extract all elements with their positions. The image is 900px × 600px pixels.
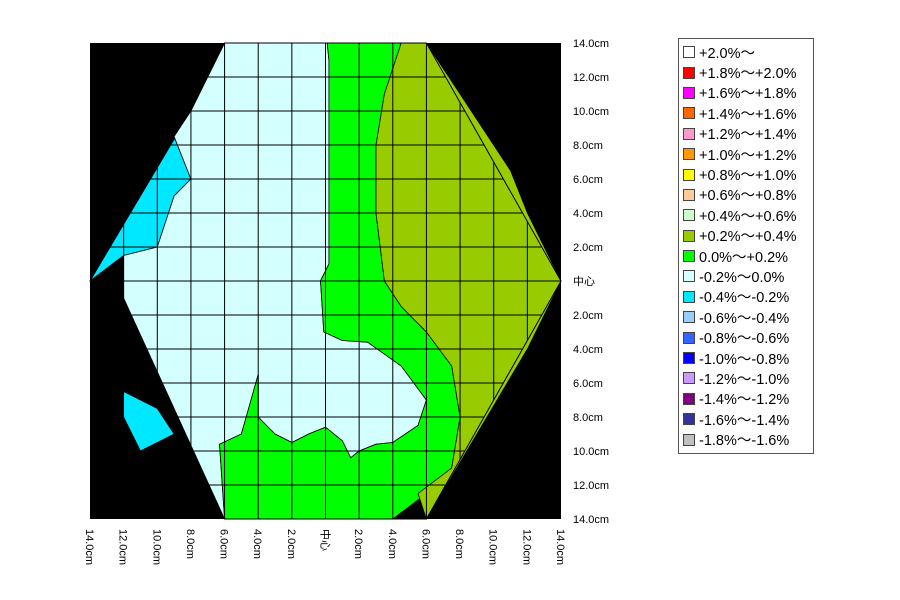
legend-item: +0.8%～+1.0% — [683, 164, 813, 184]
bottom-tick-label: 4.0cm — [386, 529, 398, 559]
legend-label: -0.4%～-0.2% — [699, 290, 790, 307]
legend-item: -1.2%～-1.0% — [683, 368, 813, 388]
legend-label: +1.8%～+2.0% — [699, 66, 797, 83]
bottom-tick-label: 8.0cm — [184, 529, 196, 559]
legend-label: +1.6%～+1.8% — [699, 86, 797, 103]
legend-label: 0.0%～+0.2% — [699, 249, 789, 266]
right-axis-tick-labels: 14.0cm 12.0cm 10.0cm 8.0cm 6.0cm 4.0cm 2.0cm 中心… — [573, 38, 609, 526]
legend-swatch — [683, 107, 695, 120]
right-tick-label: 6.0cm — [573, 174, 603, 186]
legend-item: +2.0%～ — [683, 42, 813, 62]
bottom-tick-label: 14.0cm — [83, 529, 95, 565]
right-tick-label: 6.0cm — [573, 378, 603, 390]
legend-swatch — [683, 188, 695, 201]
legend-swatch — [683, 270, 695, 283]
legend-item: +1.6%～+1.8% — [683, 83, 813, 103]
legend-item: +1.4%～+1.6% — [683, 103, 813, 123]
legend-item: -0.8%～-0.6% — [683, 327, 813, 347]
legend-item: -0.2%～0.0% — [683, 266, 813, 286]
legend-swatch — [683, 127, 695, 140]
contour-region-1 — [123, 349, 175, 452]
legend-label: -1.0%～-0.8% — [699, 351, 790, 368]
legend-swatch — [683, 250, 695, 263]
legend-swatch — [683, 86, 695, 99]
bottom-tick-label: 12.0cm — [520, 529, 532, 565]
legend-item: 0.0%～+0.2% — [683, 246, 813, 266]
bottom-tick-label: 4.0cm — [251, 529, 263, 559]
right-tick-label: 10.0cm — [573, 446, 609, 458]
legend-item: +1.2%～+1.4% — [683, 124, 813, 144]
legend-swatch — [683, 311, 695, 324]
right-tick-label: 12.0cm — [573, 480, 609, 492]
legend-label: +0.6%～+0.8% — [699, 188, 797, 205]
bottom-tick-label: 6.0cm — [419, 529, 431, 559]
bottom-tick-label: 10.0cm — [150, 529, 162, 565]
legend-swatch — [683, 433, 695, 446]
legend-swatch — [683, 392, 695, 405]
legend-item: +1.0%～+1.2% — [683, 144, 813, 164]
bottom-tick-label: 2.0cm — [352, 529, 364, 559]
legend-swatch — [683, 209, 695, 222]
legend-swatch — [683, 229, 695, 242]
legend-label: +1.4%～+1.6% — [699, 106, 797, 123]
legend-label: -1.2%～-1.0% — [699, 371, 790, 388]
legend-label: -1.8%～-1.6% — [699, 433, 790, 450]
right-tick-label: 2.0cm — [573, 310, 603, 322]
right-tick-label: 10.0cm — [573, 106, 609, 118]
right-tick-label: 8.0cm — [573, 140, 603, 152]
right-tick-label: 4.0cm — [573, 208, 603, 220]
legend-swatch — [683, 46, 695, 59]
legend-label: +2.0%～ — [699, 45, 756, 62]
legend-label: -0.8%～-0.6% — [699, 331, 790, 348]
bottom-tick-label: 2.0cm — [285, 529, 297, 559]
legend-item: -1.6%～-1.4% — [683, 409, 813, 429]
legend-item: -0.4%～-0.2% — [683, 287, 813, 307]
legend-item: +0.6%～+0.8% — [683, 185, 813, 205]
bottom-tick-label: 8.0cm — [453, 529, 465, 559]
bottom-tick-label: 14.0cm — [554, 529, 566, 565]
legend-label: -0.2%～0.0% — [699, 270, 785, 286]
legend-label: -0.6%～-0.4% — [699, 310, 790, 327]
right-tick-label: 12.0cm — [573, 72, 609, 84]
right-tick-label: 14.0cm — [573, 38, 609, 50]
legend-swatch — [683, 168, 695, 181]
legend-item: -1.8%～-1.6% — [683, 429, 813, 449]
legend-swatch — [683, 372, 695, 385]
legend-label: +1.2%～+1.4% — [699, 127, 797, 144]
sample-outline — [89, 42, 562, 520]
right-tick-label: 4.0cm — [573, 344, 603, 356]
right-tick-label: 中心 — [573, 275, 595, 288]
legend-label: +0.2%～+0.4% — [699, 229, 797, 246]
right-tick-label: 8.0cm — [573, 412, 603, 424]
legend-item: -0.6%～-0.4% — [683, 307, 813, 327]
bottom-tick-label: 中心 — [319, 529, 332, 551]
legend-label: -1.4%～-1.2% — [699, 392, 790, 409]
legend-item: -1.4%～-1.2% — [683, 389, 813, 409]
legend-item: +0.2%～+0.4% — [683, 226, 813, 246]
bottom-tick-label: 12.0cm — [117, 529, 129, 565]
legend-swatch — [683, 66, 695, 79]
legend-label: -1.6%～-1.4% — [699, 412, 790, 429]
bottom-axis-tick-labels: 14.0cm 12.0cm 10.0cm 8.0cm 6.0cm 4.0cm 2.0cm 中心… — [83, 529, 566, 565]
legend: +2.0%～ +1.8%～+2.0% +1.6%～+1.8% +1.4%～+1.6% +… — [678, 38, 814, 454]
legend-swatch — [683, 352, 695, 365]
legend-label: +1.0%～+1.2% — [699, 147, 797, 164]
legend-item: -1.0%～-0.8% — [683, 348, 813, 368]
legend-swatch — [683, 331, 695, 344]
bottom-tick-label: 10.0cm — [487, 529, 499, 565]
legend-swatch — [683, 148, 695, 161]
bottom-tick-label: 6.0cm — [218, 529, 230, 559]
legend-label: +0.4%～+0.6% — [699, 208, 797, 225]
legend-swatch — [683, 290, 695, 303]
right-tick-label: 2.0cm — [573, 242, 603, 254]
legend-item: +0.4%～+0.6% — [683, 205, 813, 225]
legend-swatch — [683, 413, 695, 426]
legend-item: +1.8%～+2.0% — [683, 62, 813, 82]
right-tick-label: 14.0cm — [573, 514, 609, 526]
legend-label: +0.8%～+1.0% — [699, 168, 797, 185]
